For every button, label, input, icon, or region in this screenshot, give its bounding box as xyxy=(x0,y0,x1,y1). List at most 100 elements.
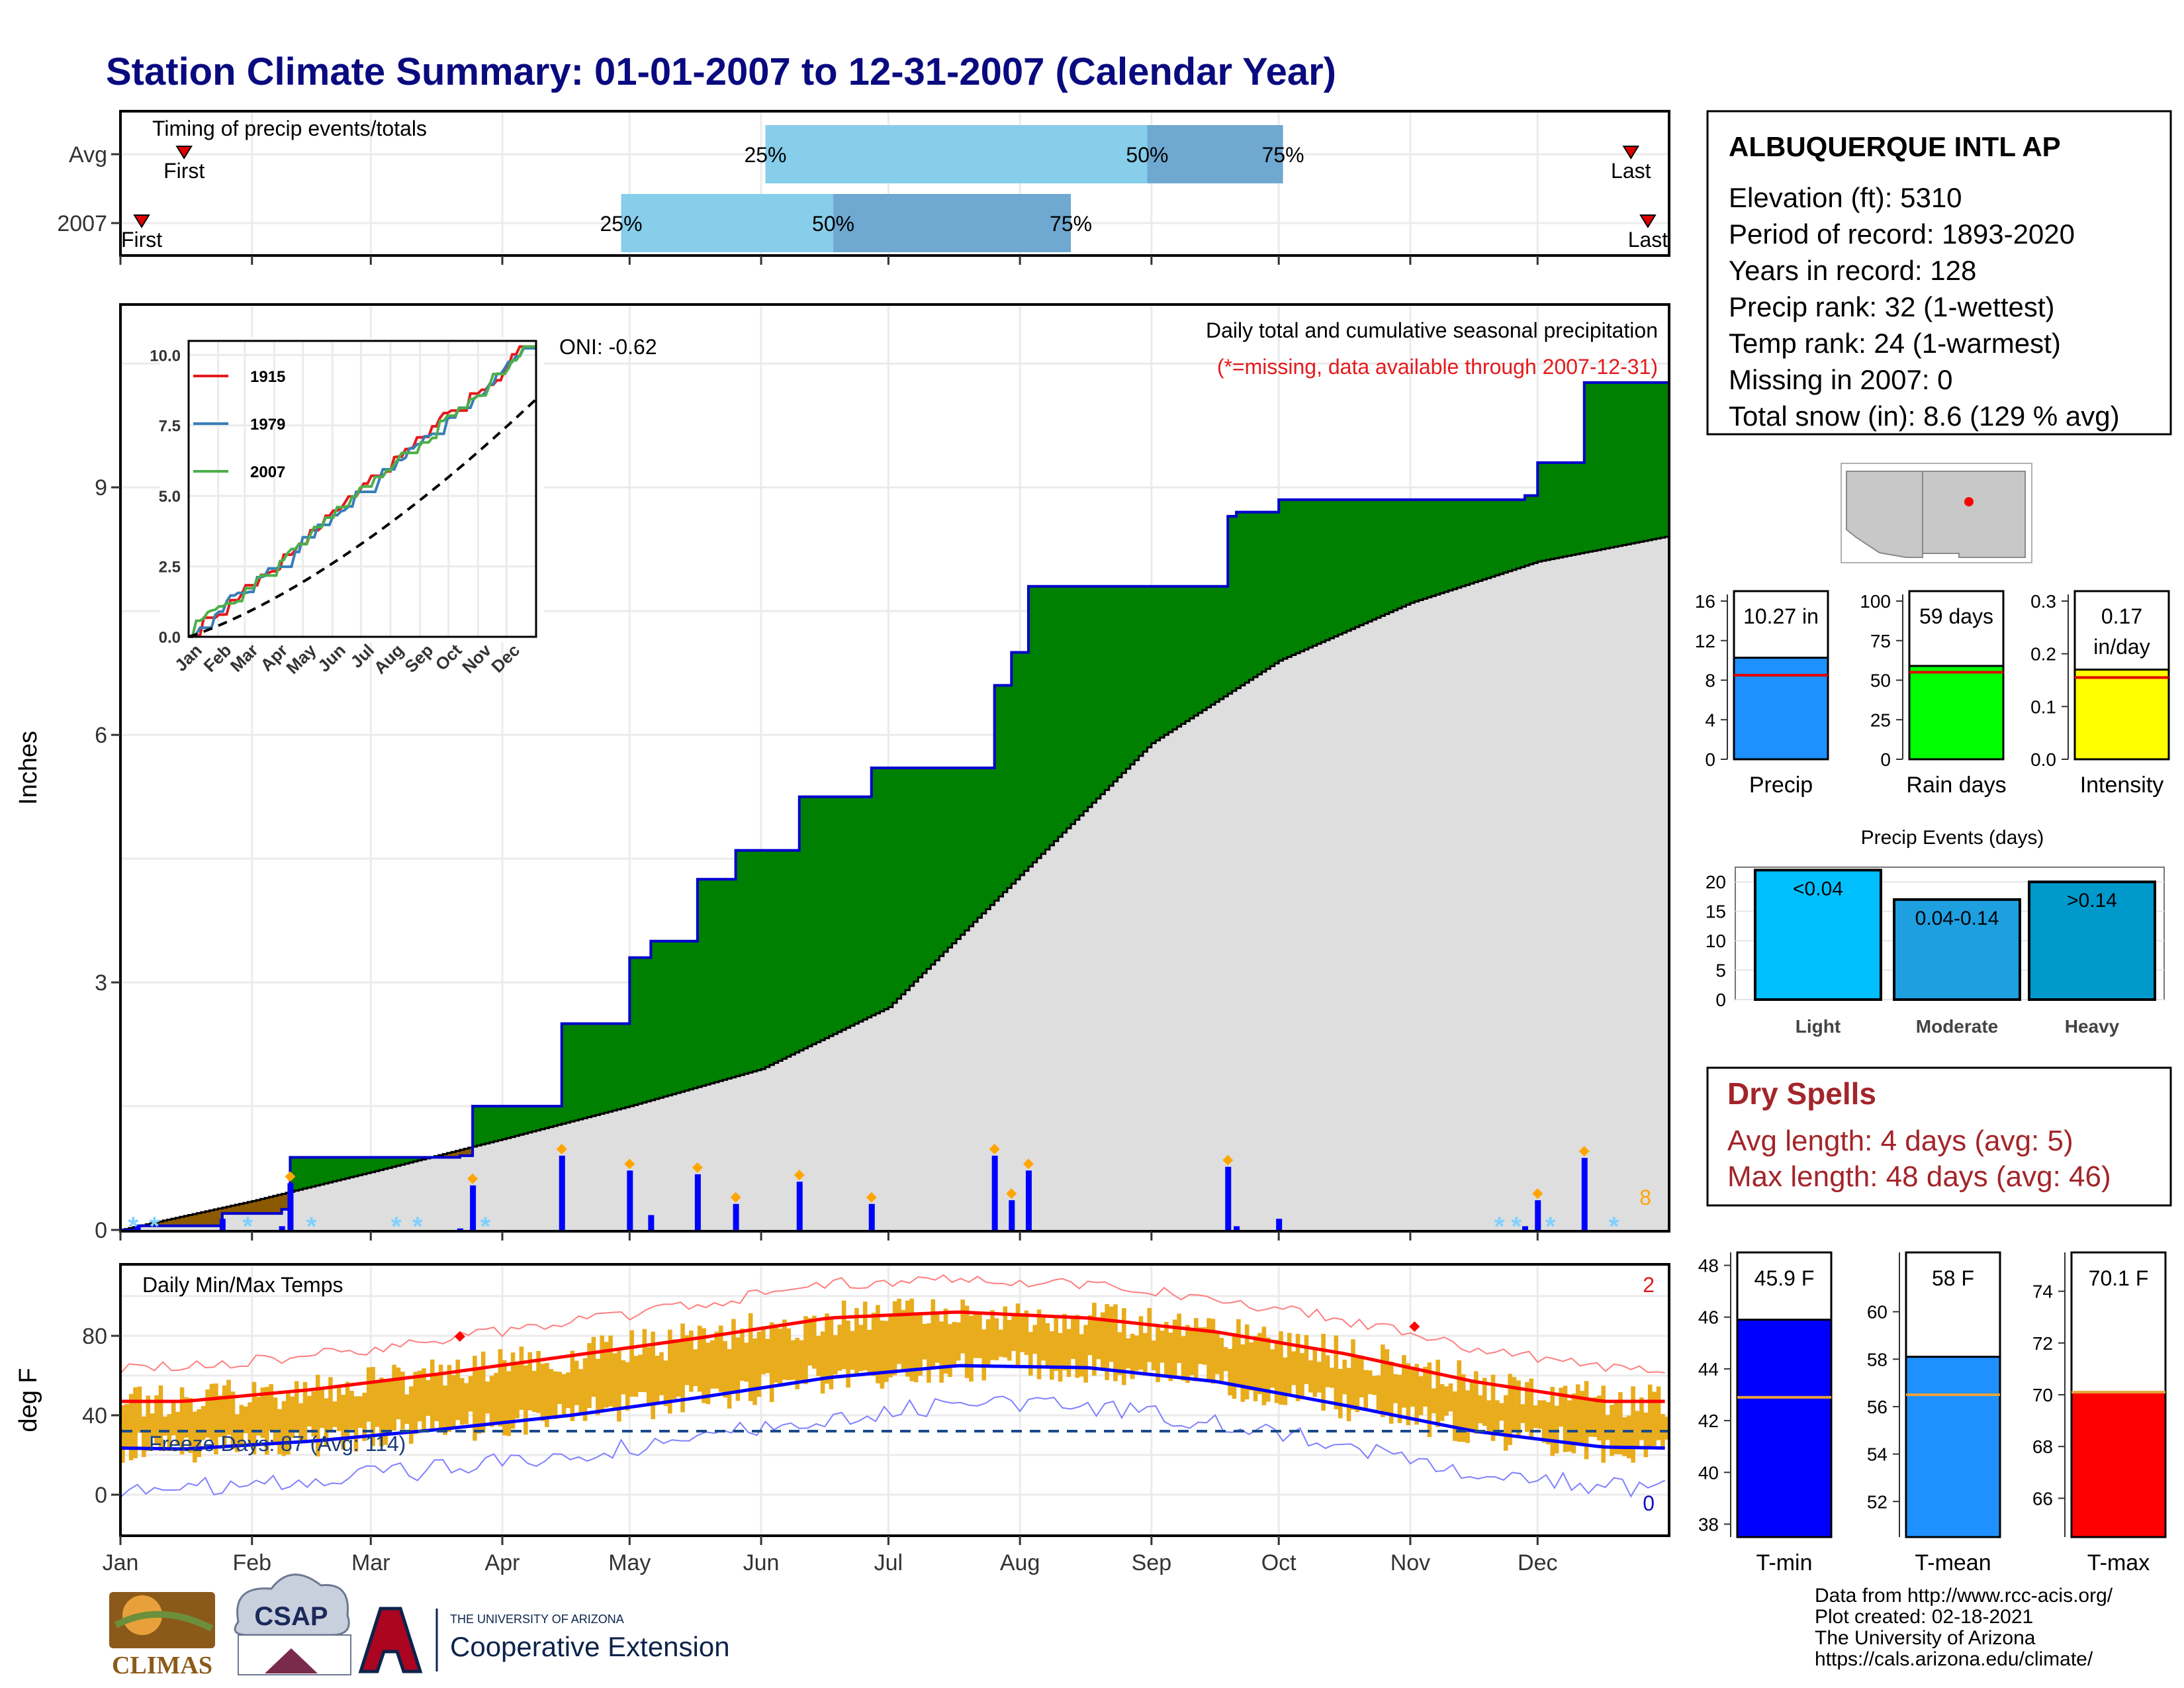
dry-anomaly xyxy=(281,1194,287,1209)
daily-temp-bar xyxy=(1647,1384,1653,1448)
daily-temp-bar xyxy=(1071,1318,1075,1359)
wet-anomaly xyxy=(336,1157,341,1181)
dry-anomaly xyxy=(277,1195,283,1214)
daily-temp-bar xyxy=(1453,1391,1457,1441)
summary-ytick-label: 16 xyxy=(1695,591,1715,612)
precip-ytick-label: 3 xyxy=(95,970,107,996)
daily-temp-bar xyxy=(239,1405,244,1446)
wet-anomaly xyxy=(473,1106,478,1147)
daily-temp-bar xyxy=(137,1386,142,1433)
daily-temp-bar xyxy=(689,1331,694,1392)
temp-summary-ytick-label: 40 xyxy=(1698,1462,1719,1483)
daily-temp-bar xyxy=(1508,1374,1512,1445)
wet-anomaly xyxy=(829,796,834,1037)
events-title: Precip Events (days) xyxy=(1861,827,2044,849)
wet-anomaly xyxy=(1393,499,1398,610)
inset-legend-label: 1979 xyxy=(250,416,285,434)
wet-anomaly xyxy=(978,768,983,918)
wet-anomaly xyxy=(1193,586,1199,716)
wet-anomaly xyxy=(790,850,796,1055)
daily-temp-bar xyxy=(1177,1313,1181,1363)
dry-anomaly xyxy=(197,1213,202,1226)
wet-anomaly xyxy=(1656,382,1661,539)
daily-temp-bar xyxy=(846,1320,850,1388)
daily-temp-bar xyxy=(850,1331,855,1370)
wet-anomaly xyxy=(655,941,660,1100)
wet-anomaly xyxy=(1355,499,1360,628)
temp-panel: Daily Min/Max Temps 2 0 Freeze Days: 87 … xyxy=(15,1263,1670,1575)
daily-temp-bar xyxy=(1372,1376,1377,1395)
daily-temp-bar xyxy=(1592,1397,1598,1437)
daily-temp-bar xyxy=(1198,1327,1203,1364)
dry-anomaly xyxy=(243,1203,248,1214)
daily-temp-bar xyxy=(307,1395,312,1427)
wet-anomaly xyxy=(1402,499,1407,607)
daily-temp-bar xyxy=(1240,1344,1246,1402)
dry-anomaly xyxy=(468,1147,473,1156)
wet-anomaly xyxy=(1007,685,1012,888)
daily-temp-bar xyxy=(591,1336,596,1397)
daily-precip-bar xyxy=(694,1174,701,1230)
daily-precip-bar xyxy=(991,1155,998,1230)
dry-anomaly xyxy=(455,1150,461,1158)
wet-anomaly xyxy=(786,850,792,1057)
daily-temp-bar xyxy=(1516,1380,1521,1437)
wet-anomaly xyxy=(1236,512,1242,688)
hot-count: 2 xyxy=(1643,1273,1655,1297)
wet-anomaly xyxy=(1130,586,1135,765)
daily-temp-bar xyxy=(1007,1319,1012,1361)
temp-summary-ytick-label: 42 xyxy=(1698,1411,1719,1431)
daily-temp-bar xyxy=(659,1352,664,1395)
daily-temp-bar xyxy=(778,1329,783,1387)
heavy-event-marker xyxy=(1023,1158,1034,1170)
wet-anomaly xyxy=(1240,512,1246,686)
daily-temp-bar xyxy=(464,1383,469,1425)
temp-summary-bar xyxy=(1736,1319,1833,1538)
dry-anomaly xyxy=(235,1205,240,1214)
wet-anomaly xyxy=(1372,499,1377,620)
wet-anomaly xyxy=(774,850,779,1063)
daily-temp-bar xyxy=(1257,1333,1262,1395)
precip-ytick-label: 0 xyxy=(95,1218,107,1243)
wet-anomaly xyxy=(1181,586,1186,724)
temp-ylabel: deg F xyxy=(15,1368,42,1432)
daily-temp-bar xyxy=(510,1352,516,1429)
daily-precip-bar xyxy=(627,1170,633,1230)
daily-temp-bar xyxy=(226,1380,231,1435)
daily-temp-bar xyxy=(222,1385,227,1448)
summary-ytick-label: 0 xyxy=(1880,749,1891,770)
daily-temp-bar xyxy=(1270,1349,1275,1388)
events-bar-label: >0.14 xyxy=(2067,890,2117,912)
daily-temp-bar xyxy=(1563,1385,1568,1452)
wet-anomaly xyxy=(400,1157,406,1165)
precip-ytick-label: 6 xyxy=(95,723,107,748)
wet-anomaly xyxy=(1117,586,1122,778)
daily-temp-bar xyxy=(1291,1351,1297,1385)
daily-temp-bar xyxy=(985,1319,991,1368)
inset-xtick-label: Apr xyxy=(256,640,291,675)
wet-anomaly xyxy=(1189,586,1195,719)
daily-temp-bar xyxy=(633,1356,639,1397)
wet-anomaly xyxy=(1121,586,1126,773)
daily-temp-bar xyxy=(1614,1402,1619,1454)
daily-temp-bar xyxy=(485,1382,490,1414)
wet-anomaly xyxy=(1559,462,1564,558)
daily-temp-bar xyxy=(608,1335,613,1407)
wet-anomaly xyxy=(964,768,970,931)
wet-anomaly xyxy=(1610,382,1615,548)
daily-temp-bar xyxy=(286,1391,291,1455)
wet-anomaly xyxy=(731,879,737,1078)
wet-anomaly xyxy=(587,1023,592,1117)
daily-temp-bar xyxy=(371,1367,375,1446)
summary-bar xyxy=(2073,669,2170,761)
daily-temp-bar xyxy=(1643,1412,1649,1458)
daily-temp-bar xyxy=(175,1411,180,1445)
daily-temp-bar xyxy=(1028,1332,1033,1376)
inset-legend-label: 2007 xyxy=(250,463,285,481)
daily-temp-bar xyxy=(1109,1306,1114,1362)
timing-box-low xyxy=(765,125,1148,183)
wet-anomaly xyxy=(973,768,978,922)
wet-anomaly xyxy=(876,768,881,1013)
wet-anomaly xyxy=(1075,586,1080,820)
daily-temp-bar xyxy=(1559,1387,1563,1427)
